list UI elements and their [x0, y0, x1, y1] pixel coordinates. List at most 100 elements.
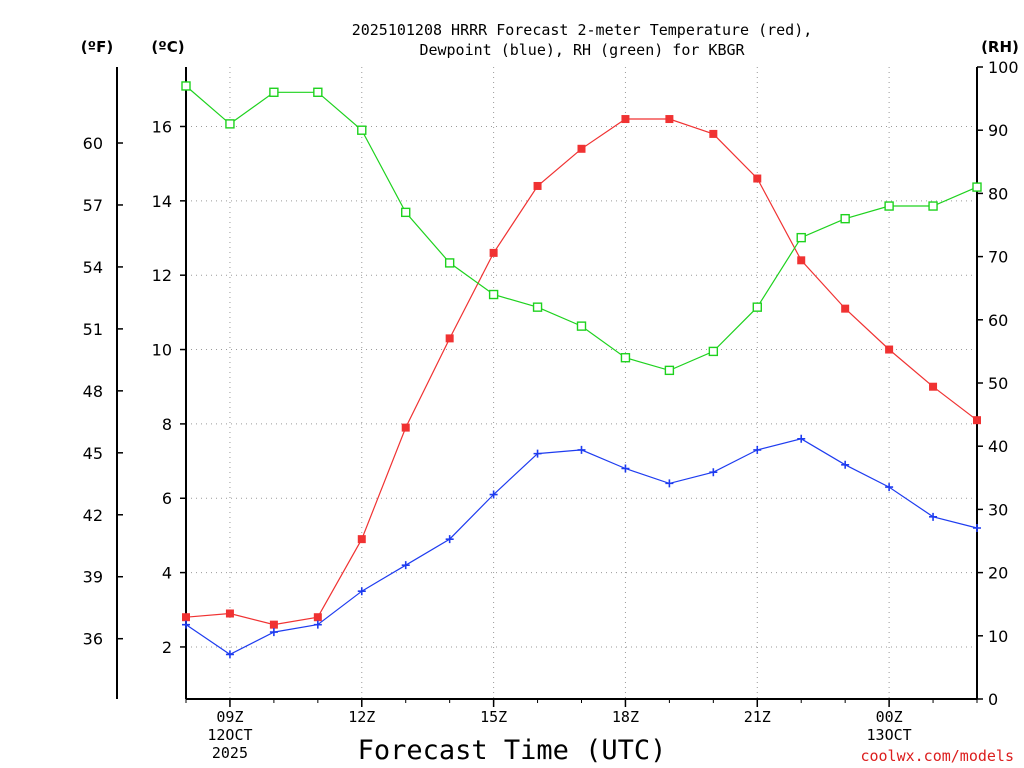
dewpoint-point — [445, 535, 454, 544]
temperature-point — [665, 115, 674, 124]
dewpoint-point — [665, 479, 674, 488]
temperature-point — [709, 129, 718, 138]
rh-point — [269, 87, 279, 97]
x-tick-label: 15Z — [480, 708, 507, 726]
fahrenheit-tick-label: 42 — [83, 506, 103, 525]
fahrenheit-tick-label: 45 — [83, 444, 103, 463]
x-tick-label: 13OCT — [867, 726, 912, 744]
rh-unit-label: (RH) — [981, 38, 1019, 56]
rh-tick-label: 70 — [988, 248, 1008, 267]
celsius-tick-label: 12 — [152, 266, 172, 285]
fahrenheit-tick-label: 39 — [83, 568, 103, 587]
axes: 2 4 6 8 10 12 14 16 36 39 42 45 48 51 54 57 60 0 10 20 30 40 5… — [83, 58, 1019, 762]
rh-tick-label: 30 — [988, 500, 1008, 519]
rh-tick-label: 50 — [988, 374, 1008, 393]
x-tick-label: 00Z — [876, 708, 903, 726]
celsius-tick-label: 10 — [152, 341, 172, 360]
temperature-line — [185, 118, 978, 626]
rh-point — [444, 258, 455, 268]
rh-point — [840, 213, 850, 224]
celsius-tick-label: 14 — [152, 192, 172, 211]
rh-point — [313, 87, 323, 97]
celsius-tick-label: 8 — [162, 415, 172, 434]
dewpoint-point — [313, 620, 322, 629]
rh-tick-label: 60 — [988, 311, 1008, 330]
celsius-unit-label: (ºC) — [151, 38, 184, 56]
celsius-tick-label: 2 — [162, 638, 172, 657]
dewpoint-point — [182, 620, 190, 629]
dewpoint-point — [885, 483, 894, 492]
x-tick-label: 12OCT — [207, 726, 252, 744]
series-rh — [181, 81, 982, 376]
rh-tick-label: 90 — [988, 121, 1008, 140]
dewpoint-point — [841, 460, 850, 469]
fahrenheit-tick-label: 60 — [83, 134, 103, 153]
x-tick-label: 21Z — [744, 708, 771, 726]
dewpoint-point — [225, 650, 234, 659]
rh-point — [401, 207, 411, 218]
x-tick-label: 12Z — [348, 708, 375, 726]
credit-text: coolwx.com/models — [860, 747, 1014, 765]
fahrenheit-tick-label: 36 — [83, 630, 103, 649]
rh-tick-label: 0 — [988, 690, 998, 709]
temperature-point — [797, 256, 806, 265]
dewpoint-point — [621, 464, 630, 473]
temperature-point — [885, 345, 894, 354]
temperature-point — [577, 144, 586, 153]
temperature-point — [313, 613, 322, 622]
dewpoint-point — [709, 468, 718, 477]
x-tick-label: 18Z — [612, 708, 639, 726]
fahrenheit-tick-label: 48 — [83, 382, 103, 401]
celsius-tick-label: 4 — [162, 564, 172, 583]
rh-point — [796, 232, 806, 243]
rh-point — [532, 302, 543, 312]
gridlines — [186, 67, 977, 699]
temperature-point — [269, 620, 278, 629]
dewpoint-point — [753, 445, 762, 454]
rh-point — [620, 353, 631, 363]
dewpoint-point — [577, 445, 586, 454]
series-temperature — [182, 115, 981, 629]
chart-title-line1: 2025101208 HRRR Forecast 2-meter Tempera… — [352, 21, 813, 39]
dewpoint-point — [489, 490, 498, 499]
rh-tick-label: 80 — [988, 184, 1008, 203]
dewpoint-point — [269, 628, 278, 637]
dewpoint-point — [401, 561, 410, 570]
rh-point — [708, 346, 719, 357]
rh-point — [664, 365, 675, 376]
chart-title-line2: Dewpoint (blue), RH (green) for KBGR — [419, 41, 745, 59]
rh-point — [884, 201, 894, 211]
data-series — [181, 81, 982, 659]
temperature-point — [225, 609, 234, 618]
fahrenheit-tick-label: 57 — [83, 196, 103, 215]
rh-point — [225, 119, 235, 129]
celsius-tick-label: 6 — [162, 489, 172, 508]
x-tick-label: 2025 — [212, 744, 248, 762]
rh-point — [488, 289, 499, 300]
rh-point — [752, 302, 762, 312]
temperature-point — [841, 304, 850, 313]
series-dewpoint — [182, 434, 981, 659]
rh-tick-label: 20 — [988, 564, 1008, 583]
temperature-point — [753, 174, 762, 183]
rh-tick-label: 40 — [988, 437, 1008, 456]
rh-point — [576, 321, 587, 331]
rh-tick-label: 100 — [988, 58, 1019, 77]
fahrenheit-tick-label: 51 — [83, 320, 103, 339]
temperature-point — [445, 334, 454, 343]
temperature-point — [182, 613, 190, 622]
fahrenheit-tick-label: 54 — [83, 258, 103, 277]
temperature-point — [533, 181, 542, 190]
rh-point — [181, 81, 191, 91]
temperature-point — [357, 535, 366, 544]
rh-point — [357, 125, 367, 135]
dewpoint-point — [357, 587, 366, 596]
dewpoint-point — [929, 512, 938, 521]
rh-point — [972, 182, 982, 192]
temperature-point — [401, 423, 410, 432]
temperature-point — [973, 416, 981, 425]
dewpoint-point — [973, 523, 981, 532]
dewpoint-line — [185, 438, 978, 656]
temperature-point — [489, 248, 498, 257]
